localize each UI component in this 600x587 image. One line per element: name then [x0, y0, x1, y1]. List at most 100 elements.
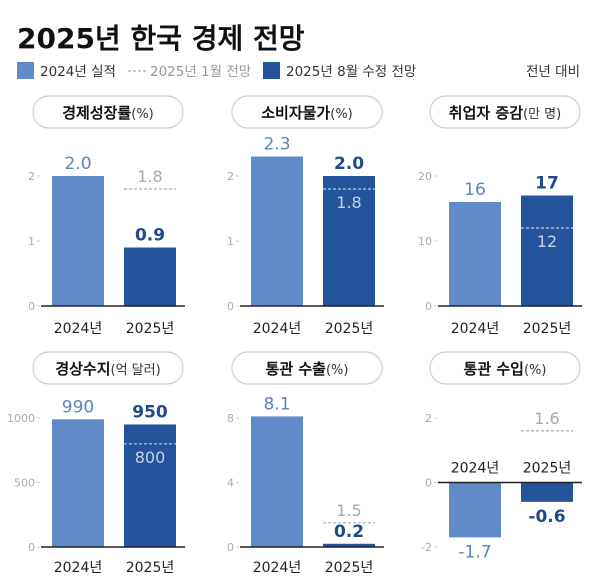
- panel-title: 경상수지(억 달러): [55, 360, 160, 378]
- jan-forecast-label: 1.8: [137, 167, 162, 186]
- bar-2024년: [52, 419, 104, 547]
- x-tick-label: 2024년: [253, 321, 302, 337]
- panel-2: 소비자물가(%) 0 1 2 2.3 2024년 2.0 2025년 1.8: [227, 95, 384, 337]
- panel-title: 소비자물가(%): [261, 104, 353, 122]
- y-tick-label: 0: [28, 541, 35, 554]
- y-tick-label: 0: [227, 541, 234, 554]
- legend-label-actual: 2024년 실적: [40, 64, 116, 80]
- bar-2025년: [521, 482, 573, 502]
- value-label: 0.2: [334, 522, 364, 542]
- bar-2025년: [124, 424, 176, 547]
- jan-forecast-label: 12: [537, 232, 557, 251]
- legend-swatch-revised: [263, 62, 280, 79]
- value-label: 2.3: [263, 135, 290, 155]
- x-tick-label: 2024년: [451, 321, 500, 337]
- legend-swatch-actual: [17, 62, 34, 79]
- y-tick-label: 20: [418, 170, 432, 183]
- panel-unit: (%): [326, 363, 349, 378]
- panel-title-pill: [231, 95, 383, 129]
- y-tick-label: 1: [28, 235, 35, 248]
- panel-5: 통관 수출(%) 0 4 8 8.1 2024년 0.2 2025년 1.5: [227, 351, 384, 576]
- panel-title-text: 통관 수입: [464, 360, 524, 378]
- panel-unit: (%): [524, 363, 547, 378]
- panel-title-pill: [32, 95, 184, 129]
- panel-title: 통관 수출(%): [266, 360, 349, 378]
- panel-title-pill: [429, 95, 581, 129]
- y-tick-label: 1: [227, 235, 234, 248]
- y-tick-label: 4: [227, 477, 234, 490]
- x-tick-label: 2024년: [54, 321, 103, 337]
- value-label: -0.6: [528, 507, 565, 527]
- panel-1: 경제성장률(%) 0 1 2 2.0 2024년 0.9 2025년 1.8: [28, 95, 185, 337]
- value-label: -1.7: [458, 542, 491, 562]
- y-tick-label: 0: [425, 477, 432, 490]
- legend-note: 전년 대비: [526, 64, 580, 80]
- value-label: 2.0: [64, 154, 91, 174]
- y-tick-label: 0: [425, 300, 432, 313]
- value-label: 17: [535, 174, 559, 194]
- chart-title: 2025년 한국 경제 전망: [17, 22, 305, 55]
- y-tick-label: 8: [227, 412, 234, 425]
- y-tick-label: 1000: [7, 412, 35, 425]
- y-tick-label: 0: [28, 300, 35, 313]
- x-tick-label: 2025년: [325, 321, 374, 337]
- x-tick-label: 2025년: [126, 321, 175, 337]
- panel-title-text: 경제성장률: [62, 104, 131, 122]
- panel-6: 통관 수입(%) -2 0 2 -1.7 2024년 -0.6 2025년 1.6: [421, 351, 582, 562]
- y-tick-label: 10: [418, 235, 432, 248]
- panel-title-text: 통관 수출: [266, 360, 327, 378]
- panel-unit: (억 달러): [111, 363, 161, 378]
- panel-title-text: 취업자 증감: [449, 104, 523, 122]
- bar-2025년: [323, 176, 375, 306]
- panel-title: 취업자 증감(만 명): [449, 104, 561, 122]
- jan-forecast-label: 1.6: [534, 409, 559, 428]
- bar-2024년: [449, 482, 501, 538]
- panel-title: 통관 수입(%): [464, 360, 547, 378]
- value-label: 2.0: [334, 154, 364, 174]
- legend-label-aug-forecast: 2025년 8월 수정 전망: [286, 64, 416, 80]
- y-tick-label: 0: [227, 300, 234, 313]
- y-tick-label: 500: [14, 477, 35, 490]
- panel-4: 경상수지(억 달러) 0 500 1000 990 2024년 950 2025년 800: [7, 351, 185, 576]
- panel-title-text: 경상수지: [55, 360, 110, 378]
- panel-unit: (만 명): [523, 107, 561, 122]
- panel-title: 경제성장률(%): [62, 104, 154, 122]
- jan-forecast-label: 1.5: [336, 501, 361, 520]
- value-label: 16: [464, 180, 486, 200]
- bar-2025년: [521, 195, 573, 306]
- panel-title-pill: [231, 351, 383, 385]
- panel-unit: (%): [131, 107, 154, 122]
- x-tick-label: 2025년: [325, 560, 374, 576]
- jan-forecast-label: 1.8: [336, 193, 361, 212]
- y-tick-label: 2: [425, 412, 432, 425]
- panel-title-text: 소비자물가: [261, 104, 330, 122]
- bar-2025년: [124, 247, 176, 306]
- value-label: 990: [62, 397, 94, 417]
- x-tick-label: 2024년: [54, 560, 103, 576]
- panel-title-pill: [429, 351, 581, 385]
- y-tick-label: 2: [227, 170, 234, 183]
- bar-2024년: [449, 202, 501, 306]
- legend: 2024년 실적 2025년 1월 전망 2025년 8월 수정 전망 전년 대…: [17, 62, 580, 80]
- panel-3: 취업자 증감(만 명) 0 10 20 16 2024년 17 2025년 12: [418, 95, 582, 337]
- value-label: 950: [132, 402, 168, 422]
- x-tick-label: 2025년: [126, 560, 175, 576]
- value-label: 8.1: [263, 394, 290, 414]
- legend-label-jan-forecast: 2025년 1월 전망: [150, 64, 251, 80]
- bar-2025년: [323, 543, 375, 547]
- bar-2024년: [52, 176, 104, 306]
- panel-unit: (%): [330, 107, 353, 122]
- bar-2024년: [251, 416, 303, 547]
- x-tick-label: 2025년: [523, 461, 572, 477]
- y-tick-label: 2: [28, 170, 35, 183]
- bar-2024년: [251, 156, 303, 306]
- x-tick-label: 2025년: [523, 321, 572, 337]
- jan-forecast-label: 800: [135, 448, 166, 467]
- value-label: 0.9: [135, 226, 165, 246]
- x-tick-label: 2024년: [451, 461, 500, 477]
- y-tick-label: -2: [421, 541, 432, 554]
- panel-title-pill: [32, 351, 184, 385]
- x-tick-label: 2024년: [253, 560, 302, 576]
